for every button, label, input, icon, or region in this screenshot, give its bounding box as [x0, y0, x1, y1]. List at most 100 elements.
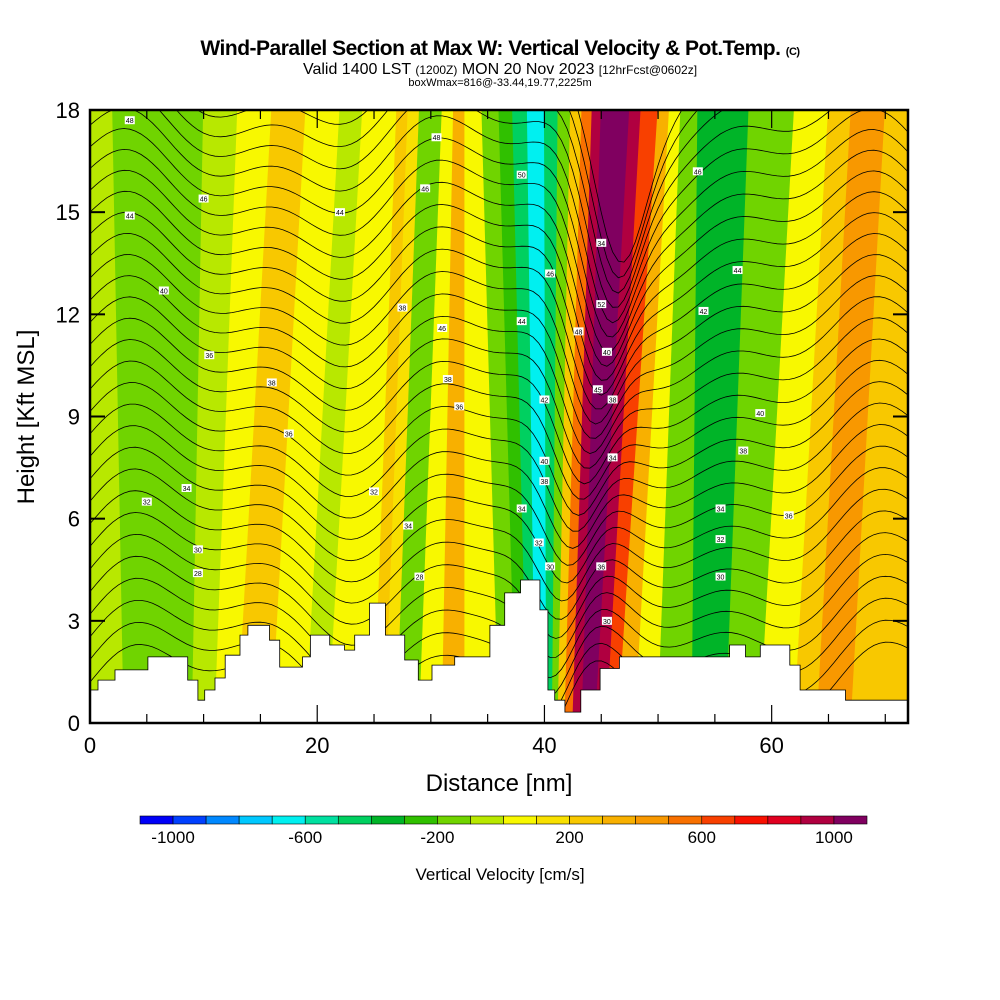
- colorbar-swatch-3: [238, 815, 273, 825]
- colorbar-swatch-10: [470, 815, 504, 825]
- vv-band-6: [305, 110, 364, 723]
- vv-band-31: [759, 110, 829, 723]
- theta-contour-7: [90, 488, 908, 602]
- theta-contour-23: [90, 148, 908, 353]
- vv-band-25: [606, 110, 659, 723]
- contour-label: 32: [143, 500, 151, 507]
- contour-label: 42: [700, 309, 708, 316]
- colorbar-label: Vertical Velocity [cm/s]: [415, 865, 584, 884]
- copyright-mark: (C): [785, 46, 800, 58]
- contour-label-bg: [516, 504, 527, 513]
- contour-label: 48: [575, 329, 583, 336]
- contour-label-bg: [715, 504, 726, 513]
- x-tick-label: 0: [84, 733, 96, 758]
- contour-label: 34: [609, 455, 617, 462]
- contour-label-bg: [601, 347, 612, 356]
- contour-label: 46: [438, 326, 446, 333]
- contour-label-bg: [783, 511, 794, 520]
- theta-contour-26: [158, 110, 908, 308]
- colorbar-swatch-5: [304, 815, 339, 825]
- contour-label: 40: [541, 459, 549, 466]
- contour-label-bg: [198, 194, 209, 203]
- contour-label-bg: [283, 429, 294, 438]
- contour-label-bg: [601, 616, 612, 625]
- contour-label-bg: [738, 446, 749, 455]
- theta-contour-24: [90, 128, 908, 338]
- theta-contour-16: [90, 296, 908, 455]
- valid-time: Valid 1400 LST: [302, 61, 411, 78]
- boxmax-info: boxWmax=816@-33.44,19.77,2225m: [408, 77, 592, 89]
- valid-date: MON 20 Nov 2023: [461, 61, 595, 78]
- valid-utc: (1200Z): [415, 63, 458, 77]
- theta-contour-10: [90, 424, 908, 549]
- contour-label: 38: [739, 449, 747, 456]
- colorbar-swatch-7: [371, 815, 405, 825]
- y-tick-label: 18: [56, 98, 80, 123]
- colorbar-swatch-11: [503, 815, 537, 825]
- vv-band-8: [373, 110, 409, 723]
- contour-label-bg: [732, 266, 743, 275]
- contour-label: 36: [205, 353, 213, 360]
- vv-band-10: [396, 110, 443, 723]
- contour-label-bg: [204, 351, 215, 360]
- contour-label: 38: [541, 479, 549, 486]
- colorbar-tick-label: -600: [288, 828, 322, 847]
- contour-label-bg: [692, 167, 703, 176]
- contour-label-bg: [158, 286, 169, 295]
- forecast-info: [12hrFcst@0602z]: [598, 63, 698, 77]
- contour-label-bg: [698, 306, 709, 315]
- y-tick-label: 12: [56, 302, 80, 327]
- contour-label: 38: [268, 380, 276, 387]
- contour-label: 32: [535, 541, 543, 548]
- colorbar-tick-label: -200: [420, 828, 454, 847]
- colorbar-swatch-17: [701, 815, 736, 825]
- contour-label: 40: [603, 350, 611, 357]
- vv-band-15: [498, 110, 528, 723]
- x-tick-label: 20: [305, 733, 329, 758]
- contour-label: 46: [200, 197, 208, 204]
- contour-label-bg: [545, 269, 556, 278]
- contour-label: 34: [404, 523, 412, 530]
- y-tick-label: 15: [56, 200, 80, 225]
- contour-label: 36: [285, 432, 293, 439]
- contour-label-bg: [539, 456, 550, 465]
- contour-label-bg: [454, 402, 465, 411]
- contour-label-bg: [266, 378, 277, 387]
- theta-contour-9: [90, 445, 908, 566]
- colorbar-swatch-9: [437, 815, 471, 825]
- contour-label: 40: [160, 288, 168, 295]
- contour-label-bg: [124, 211, 135, 220]
- colorbar-swatch-16: [668, 815, 703, 825]
- contour-label: 30: [603, 619, 611, 626]
- vv-band-33: [816, 110, 886, 723]
- theta-contour-12: [90, 381, 908, 516]
- vv-band-28: [657, 110, 699, 723]
- contour-label: 38: [444, 377, 452, 384]
- contour-label-bg: [403, 521, 414, 530]
- contour-label: 30: [546, 564, 554, 571]
- contour-label-bg: [533, 538, 544, 547]
- vv-band-5: [271, 110, 341, 723]
- colorbar-tick-label: -1000: [151, 828, 194, 847]
- vv-band-4: [237, 110, 307, 723]
- y-tick-label: 9: [68, 405, 80, 430]
- colorbar-tick-label: 600: [688, 828, 716, 847]
- chart-title: Wind-Parallel Section at Max W: Vertical…: [0, 37, 1000, 61]
- contour-label: 52: [597, 302, 605, 309]
- contour-label: 28: [194, 571, 202, 578]
- contour-label: 32: [717, 537, 725, 544]
- theta-contour-19: [90, 232, 908, 410]
- contour-label-bg: [592, 385, 603, 394]
- contour-label: 38: [609, 397, 617, 404]
- vv-band-3: [214, 110, 273, 723]
- theta-contour-5: [90, 532, 908, 639]
- contour-label-bg: [397, 303, 408, 312]
- theta-contour-8: [90, 467, 908, 584]
- colorbar-swatch-21: [833, 815, 868, 825]
- y-tick-label: 6: [68, 507, 80, 532]
- theta-contour-6: [90, 510, 908, 620]
- theta-contour-4: [90, 553, 908, 658]
- vv-band-19: [551, 110, 572, 723]
- contour-label-bg: [192, 545, 203, 554]
